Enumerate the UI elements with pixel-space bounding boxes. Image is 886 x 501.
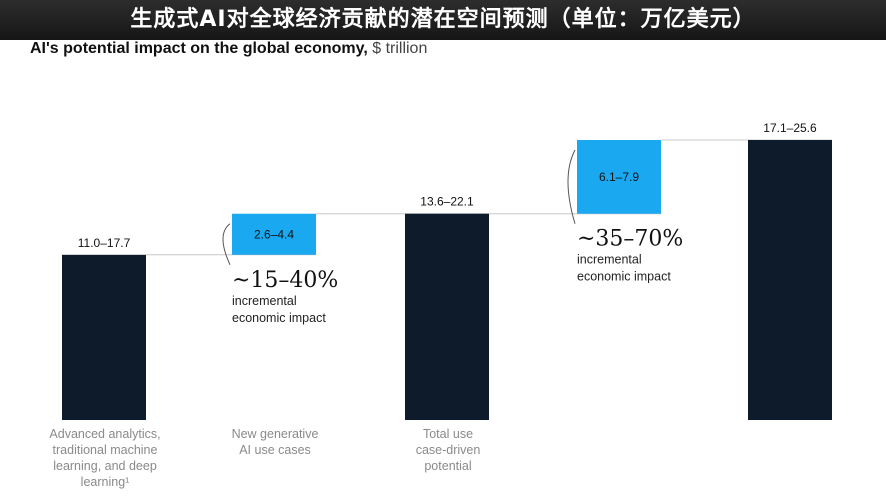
category-label-0-0: Advanced analytics, — [49, 427, 160, 441]
bracket-0 — [222, 223, 231, 266]
category-label-1-1: AI use cases — [239, 443, 311, 457]
subtitle-unit: $ trillion — [372, 40, 428, 57]
bar-3 — [577, 140, 661, 214]
bar-value-label-1: 2.6–4.4 — [254, 227, 294, 241]
annotation-line-1-1: economic impact — [577, 270, 671, 284]
chart-subtitle: AI's potential impact on the global econ… — [30, 40, 427, 58]
category-label-2-2: potential — [424, 459, 471, 473]
annotation-line-0-1: economic impact — [232, 311, 326, 325]
bar-0 — [62, 254, 146, 420]
bar-value-label-2: 13.6–22.1 — [420, 195, 474, 209]
category-label-0-2: learning, and deep — [53, 459, 157, 473]
bracket-1 — [567, 149, 576, 224]
category-label-0-3: learning¹ — [81, 475, 130, 489]
annotation-value-1: ~35–70% — [577, 227, 683, 252]
category-label-2-1: case-driven — [416, 443, 481, 457]
banner-title: 生成式AI对全球经济贡献的潜在空间预测（单位：万亿美元） — [130, 7, 756, 32]
category-label-0-1: traditional machine — [53, 443, 158, 457]
title-banner — [0, 0, 886, 40]
bar-value-label-0: 11.0–17.7 — [78, 236, 131, 250]
annotation-line-0-0: incremental — [232, 294, 297, 308]
annotation-line-1-0: incremental — [577, 253, 642, 267]
bar-4 — [748, 140, 832, 420]
category-label-2-0: Total use — [423, 427, 473, 441]
bar-2 — [405, 213, 489, 420]
bar-1 — [232, 213, 316, 255]
bar-value-label-3: 6.1–7.9 — [599, 170, 639, 184]
category-label-1-0: New generative — [232, 427, 319, 441]
subtitle-main: AI's potential impact on the global econ… — [30, 40, 368, 57]
bar-value-label-4: 17.1–25.6 — [763, 121, 817, 135]
annotation-value-0: ~15–40% — [232, 268, 338, 293]
